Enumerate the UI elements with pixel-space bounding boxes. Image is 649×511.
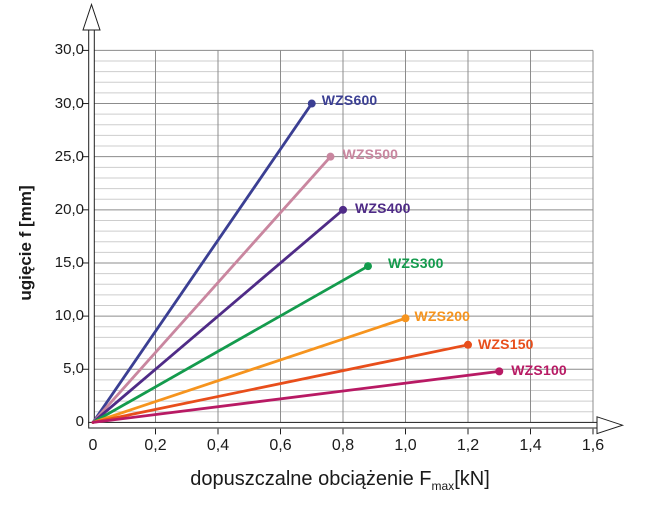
series-endpoint-WZS600 xyxy=(307,99,316,108)
y-axis-shaft xyxy=(88,28,95,424)
series-endpoint-WZS500 xyxy=(326,152,335,161)
series-label-WZS150: WZS150 xyxy=(478,335,534,352)
x-axis-title-main: dopuszczalne obciążenie F xyxy=(190,468,432,490)
x-axis-title-subscript: max xyxy=(431,479,455,493)
y-tick-label: 20,0 xyxy=(54,200,84,218)
series-endpoint-WZS150 xyxy=(464,340,472,349)
series-label-WZS500: WZS500 xyxy=(342,145,399,162)
series-line-WZS400 xyxy=(91,208,345,424)
x-axis-title-unit: [kN] xyxy=(454,468,490,490)
x-tick-label: 0 xyxy=(88,437,98,454)
x-tick-label: 0,2 xyxy=(144,437,167,454)
series-label-WZS400: WZS400 xyxy=(355,199,411,216)
series-line-WZS300 xyxy=(91,264,370,424)
series-line-WZS150 xyxy=(91,343,470,424)
y-tick-label: 10,0 xyxy=(54,307,84,325)
x-tick-label: 1,2 xyxy=(456,437,480,454)
series-endpoint-WZS300 xyxy=(364,262,372,271)
series-line-WZS500 xyxy=(91,155,332,424)
x-axis-title: dopuszczalne obciążenie Fmax[kN] xyxy=(120,468,560,493)
y-tick-label: 30,0 xyxy=(54,41,84,59)
y-tick-label: 30,0 xyxy=(54,94,84,112)
series-line-WZS200 xyxy=(91,316,407,424)
y-axis-arrowhead xyxy=(82,2,101,31)
y-axis-title: ugięcie f [mm] xyxy=(16,185,35,301)
y-tick-label: 15,0 xyxy=(54,253,84,271)
series-line-WZS100 xyxy=(91,369,501,424)
x-axis-arrowhead xyxy=(596,416,625,435)
x-tick-label: 1,6 xyxy=(581,437,605,454)
y-tick-label: 5,0 xyxy=(63,360,84,378)
series-line-WZS600 xyxy=(91,102,314,424)
x-tick-label: 1,0 xyxy=(394,437,417,454)
y-tick-label: 0 xyxy=(75,413,84,431)
series-endpoint-WZS400 xyxy=(339,205,347,214)
y-tick-label: 25,0 xyxy=(54,147,84,165)
series-endpoint-WZS200 xyxy=(401,314,410,323)
x-tick-label: 1,4 xyxy=(519,437,542,454)
x-tick-label: 0,8 xyxy=(331,437,355,454)
series-label-WZS600: WZS600 xyxy=(321,91,378,108)
x-tick-label: 0,4 xyxy=(206,437,230,454)
series-endpoint-WZS100 xyxy=(495,367,504,376)
x-tick-label: 0,6 xyxy=(269,437,292,454)
series-label-WZS100: WZS100 xyxy=(511,362,567,379)
x-axis-shaft xyxy=(88,421,598,429)
series-label-WZS200: WZS200 xyxy=(414,308,471,325)
series-label-WZS300: WZS300 xyxy=(388,255,444,272)
